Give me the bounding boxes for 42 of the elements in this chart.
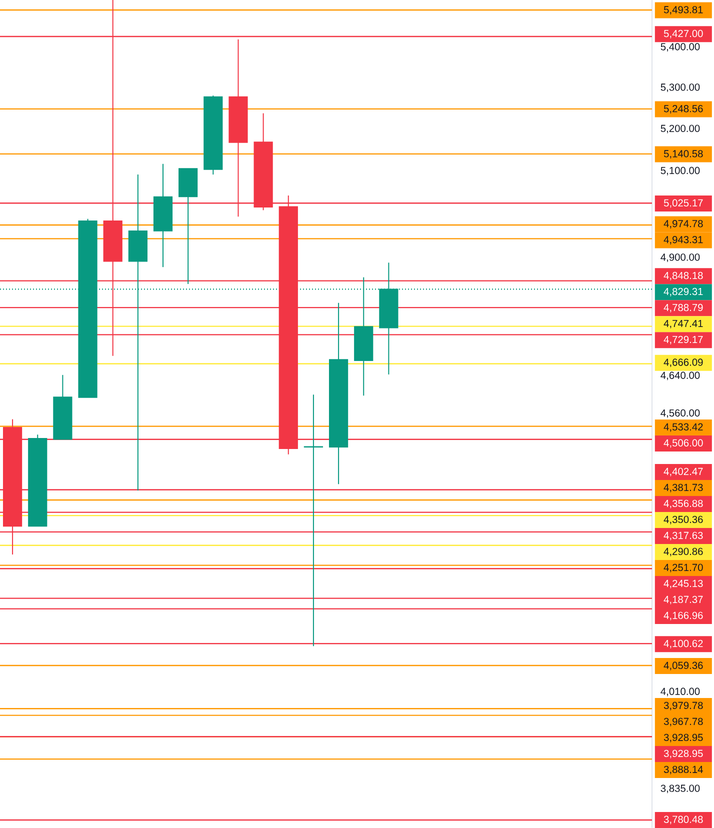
ref-line-label: 5,248.56 <box>664 105 703 114</box>
ref-line-label: 5,493.81 <box>664 6 703 15</box>
ref-line-label: 4,290.86 <box>664 548 703 556</box>
y-tick-label: 4,640.00 <box>660 372 700 380</box>
ref-line-label: 5,140.58 <box>664 150 703 159</box>
ref-line-label: 4,100.62 <box>664 640 703 648</box>
ref-line-label: 4,166.96 <box>664 612 703 620</box>
ref-line-label: 4,350.36 <box>664 516 703 524</box>
ref-line-label: 4,381.73 <box>664 484 703 492</box>
y-tick-label: 5,100.00 <box>660 166 700 176</box>
y-tick-label: 5,300.00 <box>660 84 700 92</box>
y-tick-label: 5,400.00 <box>660 43 700 52</box>
ref-line-label: 4,974.78 <box>664 220 703 228</box>
ref-line-label: 4,829.31 <box>664 288 703 296</box>
ref-line-label: 3,780.48 <box>664 816 703 824</box>
ref-line-label: 3,928.95 <box>664 750 703 758</box>
ref-line-label: 4,251.70 <box>664 564 703 572</box>
ref-line-label: 5,025.17 <box>664 199 703 208</box>
ref-line-label: 4,059.36 <box>664 662 703 670</box>
y-tick-label: 4,900.00 <box>660 254 700 262</box>
ref-line-label: 5,427.00 <box>664 30 703 38</box>
ref-line-label: 4,666.09 <box>664 358 703 368</box>
ref-line-label: 4,187.37 <box>664 596 703 604</box>
y-tick-label: 4,560.00 <box>660 409 700 418</box>
ref-line-label: 4,533.42 <box>664 423 703 432</box>
ref-line-label: 4,848.18 <box>664 272 703 280</box>
y-tick-label: 5,200.00 <box>660 124 700 134</box>
ref-line-label: 4,729.17 <box>664 336 703 344</box>
ref-line-label: 3,928.95 <box>664 734 703 742</box>
y-tick-label: 3,835.00 <box>660 784 700 794</box>
ref-line-label: 3,967.78 <box>664 718 703 726</box>
ref-line-label: 4,506.00 <box>664 439 703 448</box>
ref-line-label: 4,943.31 <box>664 236 703 244</box>
ref-line-label: 3,888.14 <box>664 766 703 774</box>
ref-line-label: 3,979.78 <box>664 702 703 710</box>
ref-line-label: 4,402.47 <box>664 468 703 476</box>
ref-line-label: 4,788.79 <box>664 304 703 312</box>
ref-line-label: 4,317.63 <box>664 532 703 540</box>
ref-line-label: 4,747.41 <box>664 320 703 328</box>
ref-line-label: 4,245.13 <box>664 580 703 588</box>
y-tick-label: 4,010.00 <box>660 688 700 696</box>
ref-line-label: 4,356.88 <box>664 500 703 508</box>
